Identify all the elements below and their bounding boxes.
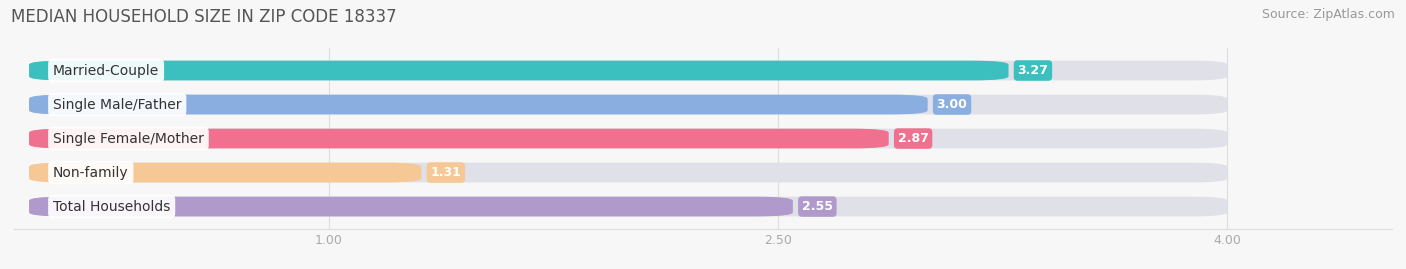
Text: Total Households: Total Households	[53, 200, 170, 214]
Text: MEDIAN HOUSEHOLD SIZE IN ZIP CODE 18337: MEDIAN HOUSEHOLD SIZE IN ZIP CODE 18337	[11, 8, 396, 26]
FancyBboxPatch shape	[30, 129, 1227, 148]
Text: Married-Couple: Married-Couple	[53, 63, 159, 77]
FancyBboxPatch shape	[30, 163, 1227, 182]
FancyBboxPatch shape	[30, 197, 1227, 216]
FancyBboxPatch shape	[30, 61, 1008, 80]
Text: Non-family: Non-family	[53, 165, 128, 179]
Text: Source: ZipAtlas.com: Source: ZipAtlas.com	[1261, 8, 1395, 21]
Text: 2.87: 2.87	[897, 132, 928, 145]
FancyBboxPatch shape	[30, 95, 928, 114]
Text: 1.31: 1.31	[430, 166, 461, 179]
FancyBboxPatch shape	[30, 95, 1227, 114]
Text: Single Male/Father: Single Male/Father	[53, 98, 181, 112]
FancyBboxPatch shape	[30, 129, 889, 148]
FancyBboxPatch shape	[30, 163, 422, 182]
Text: Single Female/Mother: Single Female/Mother	[53, 132, 204, 146]
Text: 3.00: 3.00	[936, 98, 967, 111]
Text: 3.27: 3.27	[1018, 64, 1049, 77]
FancyBboxPatch shape	[30, 197, 793, 216]
FancyBboxPatch shape	[30, 61, 1227, 80]
Text: 2.55: 2.55	[801, 200, 832, 213]
